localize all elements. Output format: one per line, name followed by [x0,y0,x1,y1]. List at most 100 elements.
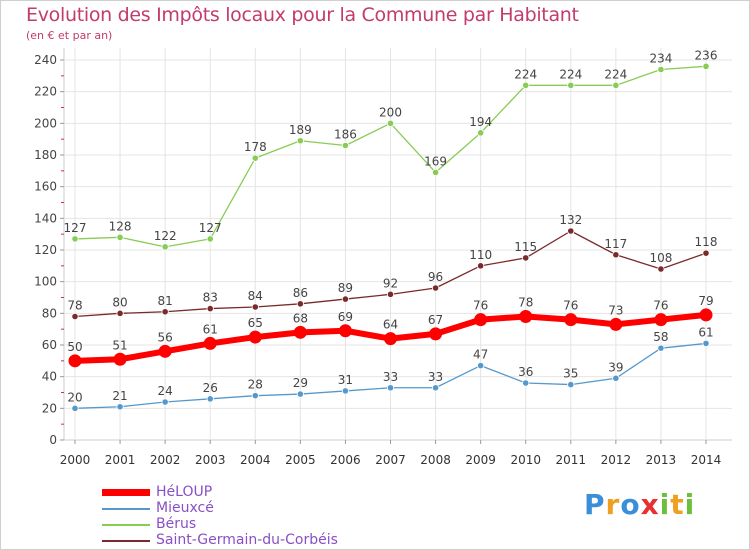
data-point [206,235,214,243]
data-label: 200 [379,105,402,119]
data-label: 118 [695,235,718,249]
data-label: 76 [563,299,578,313]
logo-letter: i [659,488,671,521]
data-label: 108 [649,251,672,265]
data-point [116,309,124,317]
data-label: 169 [424,154,447,168]
data-point [161,308,169,316]
legend-swatch [102,508,150,510]
x-tick-label: 2004 [240,453,271,467]
data-point [341,387,350,395]
x-tick-label: 2006 [330,453,361,467]
data-label: 86 [293,286,308,300]
data-point [251,392,259,400]
data-label: 33 [428,370,443,384]
y-tick-label: 100 [34,275,57,289]
logo-letter: o [620,488,641,521]
data-point [522,254,530,262]
data-label: 64 [383,318,398,332]
data-label: 56 [158,330,173,344]
logo-letter: t [670,488,685,521]
y-tick-label: 240 [34,53,57,67]
data-point [657,344,665,352]
y-tick-label: 120 [34,243,57,257]
data-point [612,81,620,89]
data-point [158,344,172,358]
data-label: 80 [112,295,127,309]
y-tick-label: 180 [34,148,57,162]
data-label: 84 [248,289,263,303]
data-point [251,303,259,311]
data-label: 194 [469,115,492,129]
data-label: 61 [203,322,218,336]
data-point [71,312,79,321]
data-point [477,361,485,370]
data-point [71,235,79,243]
y-tick-label: 200 [34,116,57,130]
x-tick-label: 2014 [691,453,722,467]
x-tick-label: 2012 [601,453,632,467]
data-point [477,129,485,137]
data-label: 73 [608,303,623,317]
y-tick-label: 60 [42,338,57,352]
data-point [386,384,395,392]
data-point [71,404,79,412]
data-label: 115 [514,240,537,254]
data-label: 78 [518,296,533,310]
data-label: 189 [289,123,312,137]
data-label: 29 [293,376,308,390]
data-label: 79 [698,294,713,308]
data-point [161,243,169,251]
data-point [296,300,304,308]
logo-letter: r [605,488,621,521]
data-point [657,65,665,74]
data-point [341,295,350,303]
data-point [384,332,397,346]
data-point [116,233,124,241]
data-point [293,325,307,339]
y-tick-label: 160 [34,180,57,194]
data-label: 68 [293,311,308,325]
data-label: 127 [64,221,87,235]
legend-label: HéLOUP [156,484,213,500]
legend-label: Bérus [156,516,197,532]
x-tick-label: 2008 [420,453,451,467]
data-point [564,313,578,327]
data-point [338,324,352,338]
x-tick-label: 2010 [510,453,541,467]
data-label: 51 [112,338,127,352]
data-label: 117 [604,237,627,251]
data-point [567,81,575,89]
data-label: 78 [67,299,82,313]
logo-letter: i [684,488,696,521]
data-label: 24 [158,384,173,398]
data-label: 21 [112,389,127,403]
x-tick-label: 2001 [105,453,136,467]
data-label: 224 [604,67,627,81]
legend-label: Mieuxcé [156,500,214,516]
data-point [567,380,575,389]
data-label: 31 [338,373,353,387]
data-label: 39 [608,360,623,374]
data-point [296,137,304,145]
data-label: 127 [199,221,222,235]
data-point [386,119,395,127]
data-point [431,284,440,292]
data-point [702,62,710,70]
legend-item: Bérus [102,516,402,533]
data-label: 224 [514,67,537,81]
data-label: 234 [649,52,672,66]
x-tick-label: 2011 [556,453,587,467]
data-point [612,251,620,259]
logo-letter: x [640,488,660,521]
proxiti-logo: Proxiti [584,488,695,521]
data-point [68,354,82,368]
data-label: 178 [244,140,267,154]
legend-swatch [102,524,150,526]
data-label: 35 [563,367,578,381]
legend-label: Saint-Germain-du-Corbéis [156,532,338,548]
data-label: 65 [248,316,263,330]
chart-title: Evolution des Impôts locaux pour la Comm… [26,4,579,26]
data-point [474,313,488,327]
data-label: 110 [469,248,492,262]
